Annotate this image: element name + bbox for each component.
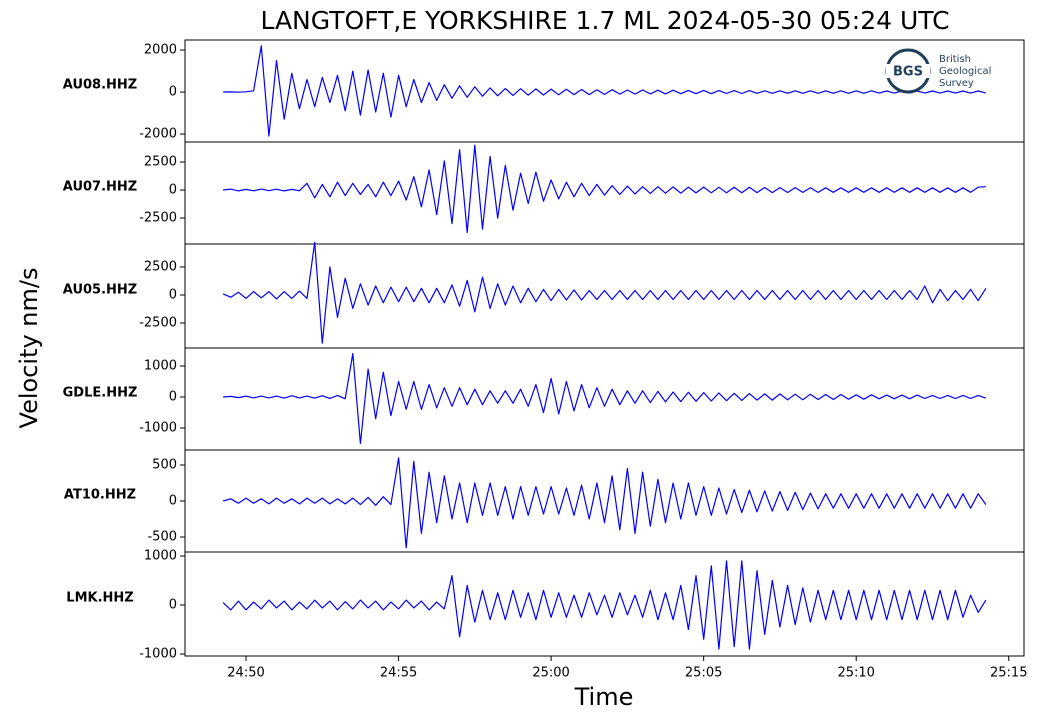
panel-frame [184, 551, 1025, 657]
y-tick-label: -1000 [139, 420, 177, 435]
trace [223, 353, 987, 445]
y-tick-label: 0 [169, 598, 177, 613]
x-axis-label: Time [574, 683, 634, 711]
panel-frame [184, 141, 1025, 245]
y-tick-label: -2500 [139, 211, 177, 226]
trace [222, 457, 987, 549]
panel-frame [184, 347, 1025, 451]
y-tick-label: -2000 [139, 127, 177, 142]
trace [223, 144, 986, 234]
station-label: AT10.HHZ [64, 488, 136, 503]
y-tick-label: 0 [169, 85, 177, 100]
y-tick-label: 2000 [144, 43, 177, 58]
y-tick-label: 0 [169, 183, 177, 198]
trace [222, 560, 987, 650]
y-tick-label: 0 [169, 287, 177, 302]
x-tick-label: 25:00 [532, 666, 569, 681]
trace [222, 241, 987, 344]
y-tick-label: 0 [169, 494, 177, 509]
y-tick-label: 1000 [144, 358, 177, 373]
x-tick-label: 25:10 [837, 666, 874, 681]
logo: BGS British Geological Survey [885, 48, 991, 94]
station-label: LMK.HHZ [66, 591, 133, 606]
x-tick-label: 25:05 [685, 666, 722, 681]
station-label: AU08.HHZ [63, 78, 137, 93]
x-tick-label: 25:15 [990, 666, 1027, 681]
x-tick-label: 24:50 [227, 666, 264, 681]
station-label: GDLE.HHZ [63, 386, 138, 401]
y-tick-label: 1000 [144, 549, 177, 564]
panel-frame [184, 243, 1025, 349]
y-axis-label: Velocity nm/s [15, 268, 43, 429]
chart-title: LANGTOFT,E YORKSHIRE 1.7 ML 2024-05-30 0… [260, 6, 949, 35]
logo-band [886, 64, 930, 78]
logo-text: Survey [939, 78, 974, 89]
trace [223, 45, 987, 137]
station-label: AU05.HHZ [63, 283, 137, 298]
y-tick-label: 500 [152, 457, 177, 472]
logo-text: Geological [939, 66, 991, 77]
y-tick-label: 2500 [144, 259, 177, 274]
y-tick-label: 2500 [144, 155, 177, 170]
station-label: AU07.HHZ [63, 180, 137, 195]
y-tick-label: -2500 [139, 316, 177, 331]
logo-abbr: BGS [893, 65, 923, 80]
logo-text: British [939, 54, 971, 65]
y-tick-label: 0 [169, 389, 177, 404]
y-tick-label: -1000 [139, 646, 177, 661]
y-tick-label: -500 [147, 530, 177, 545]
x-tick-label: 24:55 [380, 666, 417, 681]
